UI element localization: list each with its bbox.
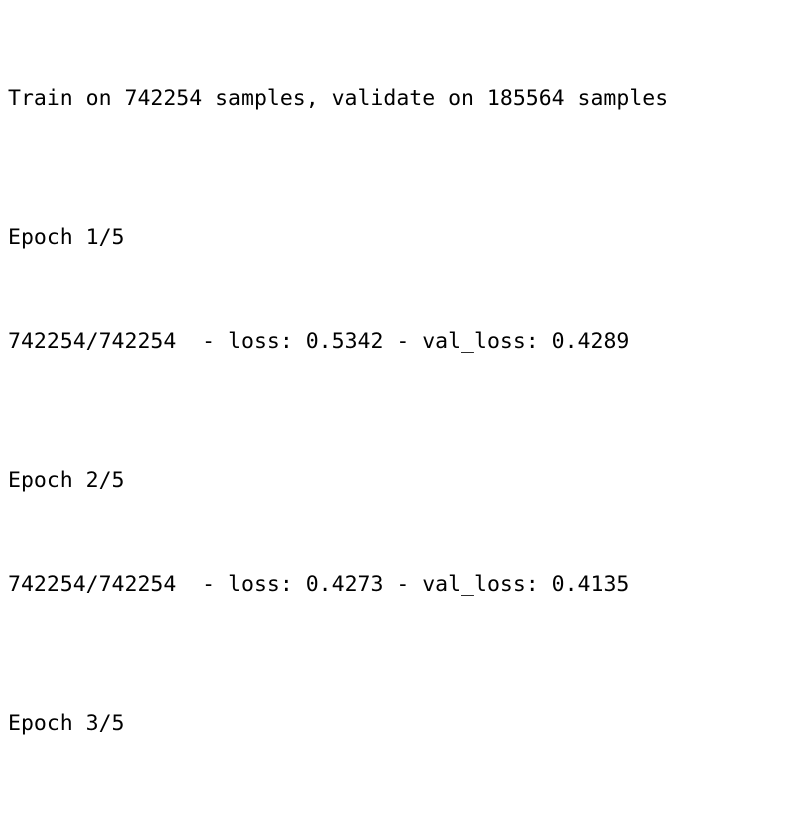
epoch-result-line: 742254/742254 - loss: 0.4111 - val_loss:…	[8, 811, 798, 814]
epoch-metrics: - loss: 0.4273 - val_loss: 0.4135	[189, 572, 630, 598]
epoch-metrics: - loss: 0.5342 - val_loss: 0.4289	[189, 329, 630, 355]
epoch-label: Epoch 1/5	[8, 225, 125, 251]
training-summary-line: Train on 742254 samples, validate on 185…	[8, 86, 669, 112]
epoch-result-line: 742254/742254 - loss: 0.4273 - val_loss:…	[8, 568, 798, 603]
epoch-label: Epoch 2/5	[8, 468, 125, 494]
epoch-progress: 742254/742254	[8, 329, 177, 355]
epoch-label: Epoch 3/5	[8, 710, 125, 736]
epoch-progress: 742254/742254	[8, 572, 177, 598]
epoch-result-line: 742254/742254 - loss: 0.5342 - val_loss:…	[8, 325, 798, 360]
training-log-output: Train on 742254 samples, validate on 185…	[8, 13, 798, 814]
